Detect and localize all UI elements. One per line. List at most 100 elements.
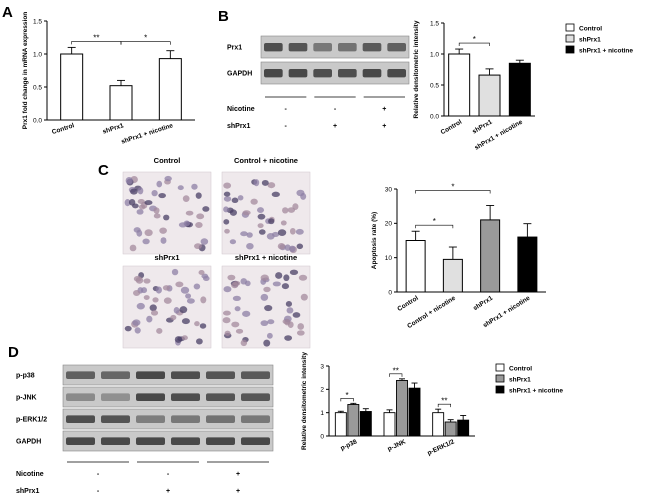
cell-nucleus xyxy=(284,335,292,341)
bar xyxy=(458,420,469,436)
cell-nucleus xyxy=(258,214,266,220)
blot-row-label: Prx1 xyxy=(227,45,242,52)
blot-band xyxy=(66,393,95,401)
cell-nucleus xyxy=(297,244,303,250)
cell-nucleus xyxy=(182,318,190,324)
cell-nucleus xyxy=(301,294,308,301)
cell-nucleus xyxy=(130,188,138,194)
treatment-sign: - xyxy=(167,471,170,478)
cell-nucleus xyxy=(137,303,145,310)
cell-nucleus xyxy=(145,229,153,236)
cell-nucleus xyxy=(250,199,257,205)
panel-label-d: D xyxy=(8,344,19,361)
y-tick-label: 30 xyxy=(385,186,393,193)
cell-nucleus xyxy=(254,179,260,186)
cell-nucleus xyxy=(130,245,137,252)
cell-nucleus xyxy=(156,328,162,334)
legend-swatch xyxy=(496,364,504,371)
blot-band xyxy=(241,393,270,401)
category-label: p-JNK xyxy=(387,438,408,453)
cell-nucleus xyxy=(202,206,209,212)
cell-nucleus xyxy=(230,209,237,215)
significance-label: ** xyxy=(393,366,399,375)
cell-nucleus xyxy=(297,323,304,330)
cell-nucleus xyxy=(225,331,231,336)
blot-row-label: GAPDH xyxy=(16,439,41,446)
chart-a: 0.0 0.5 1.0 1.5 Prx1 fold change in mRNA exp… xyxy=(22,12,195,146)
significance-label: ** xyxy=(441,397,447,406)
cell-nucleus xyxy=(261,275,269,281)
legend-swatch xyxy=(566,46,574,53)
cell-nucleus xyxy=(138,199,145,204)
y-tick-label: 0 xyxy=(388,289,392,296)
micrograph-title: shPrx1 + nicotine xyxy=(235,253,297,262)
blot-band xyxy=(264,43,283,51)
cell-nucleus xyxy=(200,296,206,303)
bar xyxy=(509,63,530,116)
legend-label: shPrx1 xyxy=(509,377,531,384)
micrograph-grid: Control Control + nicotineshPrx1 shPrx1 + … xyxy=(123,156,310,348)
blot-band xyxy=(101,437,130,445)
legend-label: shPrx1 + nicotine xyxy=(579,48,633,55)
cell-nucleus xyxy=(223,317,231,323)
cell-nucleus xyxy=(138,187,144,194)
cell-nucleus xyxy=(135,327,141,333)
y-tick-label: 20 xyxy=(385,221,393,228)
legend-label: Control xyxy=(579,26,602,33)
y-tick-label: 1.0 xyxy=(33,51,42,58)
blot-row-label: p-JNK xyxy=(16,395,37,402)
cell-nucleus xyxy=(161,237,167,244)
western-blot-b: Prx1GAPDHNicotine - - +shPrx1- + + xyxy=(227,36,409,130)
cell-nucleus xyxy=(179,306,187,313)
cell-nucleus xyxy=(268,218,274,224)
significance-label: * xyxy=(144,34,147,43)
y-tick-label: 1.5 xyxy=(430,20,439,27)
category-label: p-ERK1/2 xyxy=(426,438,455,457)
treatment-sign: - xyxy=(334,106,337,113)
cell-nucleus xyxy=(194,284,201,290)
bar xyxy=(348,405,359,437)
category-label: p-p38 xyxy=(340,438,359,452)
blot-band xyxy=(338,69,357,77)
cell-nucleus xyxy=(164,297,172,303)
y-tick-label: 10 xyxy=(385,255,393,262)
cell-nucleus xyxy=(133,290,140,296)
cell-nucleus xyxy=(136,277,144,284)
cell-nucleus xyxy=(264,305,272,311)
bar xyxy=(61,54,83,120)
blot-band xyxy=(363,69,382,77)
cell-nucleus xyxy=(296,190,304,196)
treatment-sign: - xyxy=(284,123,287,130)
cell-nucleus xyxy=(282,207,288,213)
blot-band xyxy=(101,393,130,401)
cell-nucleus xyxy=(273,281,281,286)
legend-swatch xyxy=(496,375,504,382)
chart-d: 0123Relative densitometric intensity p-p3… xyxy=(301,352,563,457)
cell-nucleus xyxy=(297,330,305,335)
cell-nucleus xyxy=(187,298,195,304)
bar xyxy=(406,241,425,293)
y-axis-label: Apoptosis rate (%) xyxy=(371,212,378,269)
blot-band xyxy=(171,371,200,379)
blot-band xyxy=(338,43,357,51)
y-tick-label: 0 xyxy=(320,433,324,440)
cell-nucleus xyxy=(286,301,292,307)
cell-nucleus xyxy=(158,193,166,198)
blot-band xyxy=(387,69,406,77)
cell-nucleus xyxy=(242,210,250,215)
legend-swatch xyxy=(496,386,504,393)
cell-nucleus xyxy=(159,228,167,234)
cell-nucleus xyxy=(281,220,287,225)
blot-band xyxy=(101,371,130,379)
cell-nucleus xyxy=(230,239,236,244)
blot-band xyxy=(136,437,165,445)
cell-nucleus xyxy=(142,239,149,245)
blot-band xyxy=(206,393,235,401)
cell-nucleus xyxy=(174,307,180,314)
cell-nucleus xyxy=(296,229,304,235)
western-blot-d: p-p38 p-JNK p-ERK1/2 GAPDH Nicotine - - + shPrx1… xyxy=(16,365,273,495)
y-tick-label: 1.0 xyxy=(430,51,439,58)
bar xyxy=(159,59,181,120)
